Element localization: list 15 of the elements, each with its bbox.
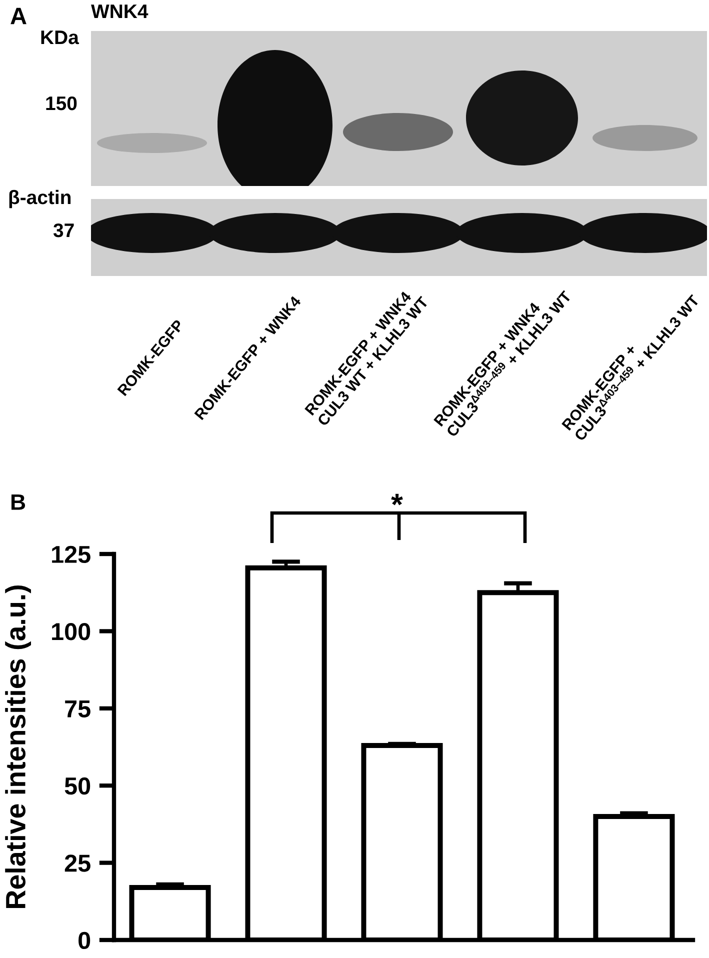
y-tick-label: 0 xyxy=(78,932,90,950)
y-tick-label: 125 xyxy=(52,546,90,564)
text: A xyxy=(10,8,26,24)
text: * xyxy=(391,494,403,506)
text: WNK4 xyxy=(91,4,148,18)
y-axis-title: Relative intensities (a.u.) xyxy=(5,586,31,908)
text: B xyxy=(11,494,26,510)
y-tick-label: 75 xyxy=(65,700,90,718)
text: 150 xyxy=(46,96,77,110)
y-tick-label: 100 xyxy=(52,623,90,640)
text: β-actin xyxy=(9,190,71,208)
text: 37 xyxy=(53,223,74,238)
y-tick-label: 50 xyxy=(64,777,90,795)
text: KDa xyxy=(41,30,80,44)
y-tick-label: 25 xyxy=(64,854,90,872)
